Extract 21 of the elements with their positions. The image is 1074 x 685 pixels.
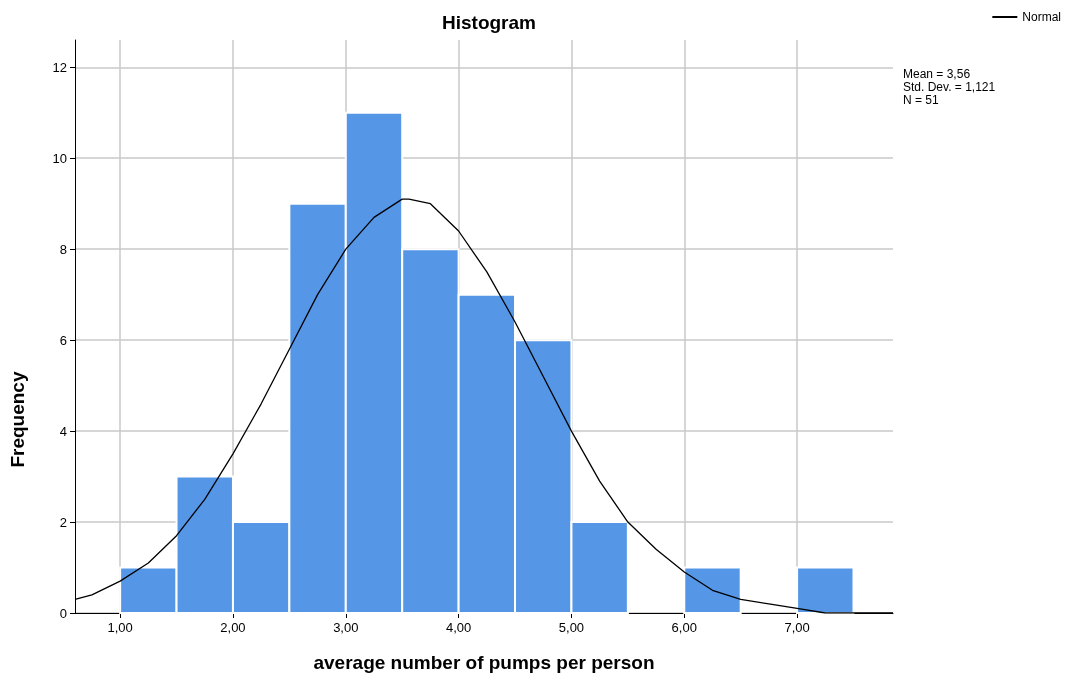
y-tick-label: 0	[59, 605, 67, 621]
x-tick-label: 6,00	[671, 620, 697, 635]
x-tick-label: 1,00	[107, 620, 133, 635]
y-tick-label: 6	[59, 332, 67, 348]
y-tick-label: 4	[59, 423, 67, 439]
x-tick-label: 3,00	[333, 620, 359, 635]
y-tick-label: 10	[52, 150, 67, 166]
y-tick-label: 12	[52, 59, 67, 75]
text: Std. Dev. = 1,121	[903, 80, 996, 94]
text: Mean = 3,56	[903, 67, 971, 81]
x-tick-label: 5,00	[558, 620, 585, 635]
text: N = 51	[903, 93, 940, 107]
x-tick-label: 4,00	[445, 620, 472, 635]
y-tick-label: 2	[59, 514, 67, 530]
chart-title: Histogram	[442, 12, 536, 33]
x-tick-label: 2,00	[220, 620, 246, 635]
y-tick-label: 8	[59, 241, 67, 257]
y-axis-title: Frequency	[7, 371, 28, 468]
x-axis-title: average number of pumps per person	[313, 652, 655, 673]
legend-label: Normal	[1022, 10, 1061, 24]
x-tick-label: 7,00	[784, 620, 810, 635]
